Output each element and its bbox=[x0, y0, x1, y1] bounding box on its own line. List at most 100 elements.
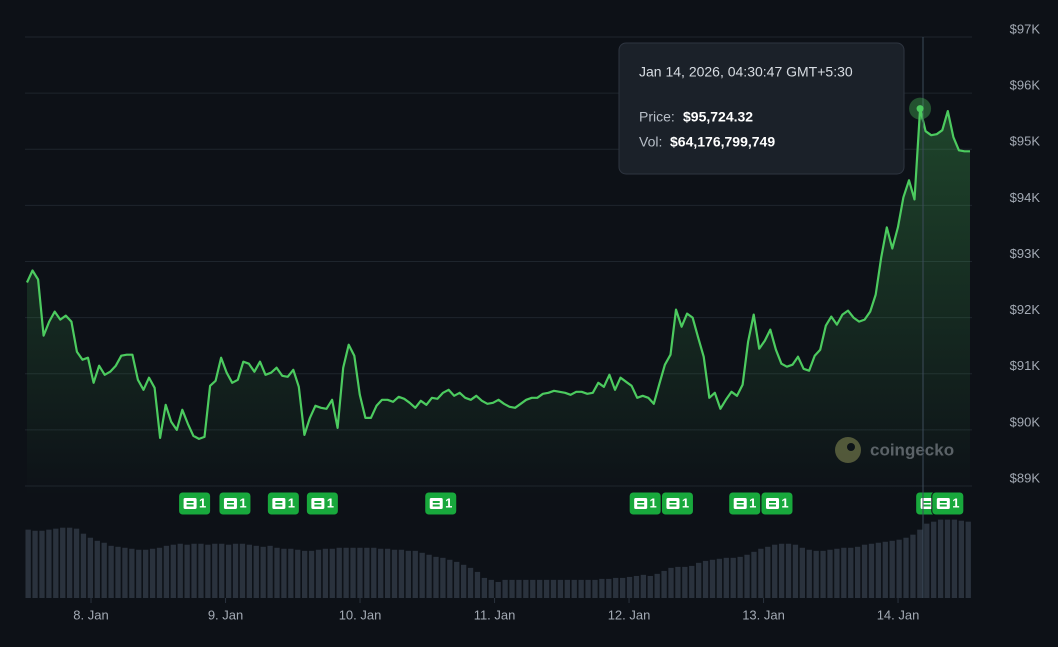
news-badge: 1 bbox=[266, 491, 300, 516]
volume-bar bbox=[578, 579, 584, 598]
volume-bar bbox=[723, 557, 729, 598]
watermark-eye bbox=[847, 443, 855, 451]
y-tick-label: $89K bbox=[1010, 470, 1041, 485]
volume-bar bbox=[46, 529, 52, 598]
volume-bar bbox=[454, 561, 460, 598]
volume-bar bbox=[654, 573, 660, 598]
volume-bar bbox=[343, 547, 349, 598]
news-count: 1 bbox=[288, 495, 295, 510]
news-icon bbox=[634, 498, 648, 509]
volume-bar bbox=[661, 570, 667, 598]
news-icon-line bbox=[432, 501, 440, 503]
volume-bar bbox=[281, 548, 287, 598]
volume-bar bbox=[129, 548, 135, 598]
volume-bar bbox=[689, 565, 695, 598]
volume-bar bbox=[295, 549, 301, 598]
news-icon-line bbox=[637, 501, 645, 503]
volume-bar bbox=[447, 559, 453, 598]
volume-bar bbox=[613, 577, 619, 598]
volume-bar bbox=[958, 520, 964, 598]
news-icon-line bbox=[637, 504, 645, 507]
news-icon-line bbox=[186, 504, 194, 507]
price-line bbox=[26, 107, 970, 440]
volume-bar bbox=[861, 544, 868, 598]
volume-bar bbox=[87, 537, 94, 598]
news-icon bbox=[183, 498, 197, 509]
volume-bar bbox=[592, 579, 598, 598]
volume-bar bbox=[765, 546, 771, 598]
volume-bar bbox=[530, 579, 536, 598]
news-icon-line bbox=[669, 504, 677, 507]
news-badge: 1 bbox=[305, 491, 339, 516]
volume-bar bbox=[308, 550, 315, 598]
news-icon bbox=[272, 498, 286, 509]
volume-bar bbox=[384, 548, 391, 598]
volume-bar bbox=[730, 557, 736, 598]
volume-bar bbox=[378, 548, 384, 598]
y-tick-label: $95K bbox=[1010, 134, 1041, 149]
volume-bar bbox=[585, 579, 591, 598]
volume-bar bbox=[357, 547, 363, 598]
watermark-logo bbox=[835, 437, 861, 463]
volume-bar bbox=[889, 540, 895, 598]
news-icon-line bbox=[226, 501, 234, 503]
news-icon-line bbox=[275, 501, 283, 503]
volume-bar bbox=[391, 549, 398, 598]
y-tick-label: $96K bbox=[1010, 78, 1041, 93]
volume-bar bbox=[820, 550, 826, 598]
tooltip: Jan 14, 2026, 04:30:47 GMT+5:30 Price: $… bbox=[618, 42, 905, 175]
volume-bar bbox=[433, 556, 439, 598]
volume-bar bbox=[184, 544, 190, 598]
volume-bar bbox=[474, 571, 481, 598]
watermark-text: coingecko bbox=[870, 440, 954, 459]
volume-bar bbox=[267, 545, 273, 598]
news-icon bbox=[429, 498, 443, 509]
volume-bar bbox=[39, 530, 45, 598]
news-count: 1 bbox=[952, 495, 959, 510]
volume-bar bbox=[516, 579, 522, 598]
volume-bar bbox=[792, 544, 799, 598]
volume-bar bbox=[260, 546, 266, 598]
volume-bar bbox=[274, 547, 280, 598]
volume-bar bbox=[702, 560, 709, 598]
volume-bar bbox=[806, 549, 812, 598]
volume-bar bbox=[875, 542, 882, 598]
volume-bar bbox=[460, 564, 467, 598]
volume-bar bbox=[143, 549, 149, 598]
volume-bar bbox=[626, 576, 633, 598]
volume-bar bbox=[398, 549, 405, 598]
volume-bar bbox=[66, 527, 73, 598]
x-tick-label: 14. Jan bbox=[877, 607, 920, 622]
volume-bar bbox=[136, 549, 142, 598]
news-icon bbox=[311, 498, 325, 509]
volume-bar bbox=[232, 543, 239, 598]
x-tick-label: 12. Jan bbox=[608, 607, 651, 622]
volume-bar bbox=[101, 542, 107, 598]
volume-bar bbox=[467, 567, 474, 598]
volume-bar bbox=[716, 558, 723, 598]
news-badge: 1 bbox=[178, 491, 212, 516]
volume-bar bbox=[924, 523, 930, 598]
volume-bar bbox=[239, 543, 246, 598]
volume-bar bbox=[288, 548, 294, 598]
volume-bar bbox=[53, 528, 59, 598]
volume-bar bbox=[737, 556, 743, 598]
volume-bar bbox=[253, 545, 259, 598]
volume-bar bbox=[73, 528, 80, 598]
news-icon-line bbox=[432, 504, 440, 507]
volume-bar bbox=[896, 539, 902, 598]
volume-bar bbox=[910, 534, 916, 598]
volume-bar bbox=[177, 543, 183, 598]
news-badge: 1 bbox=[760, 491, 794, 516]
volume-bar bbox=[426, 554, 432, 598]
news-count: 1 bbox=[327, 495, 334, 510]
watermark: coingecko bbox=[835, 437, 954, 463]
volume-bar bbox=[523, 579, 529, 598]
volume-bar bbox=[931, 521, 937, 598]
volume-bar bbox=[198, 543, 204, 598]
volume-bar bbox=[709, 559, 716, 598]
news-icon bbox=[765, 498, 779, 509]
news-count: 1 bbox=[239, 495, 246, 510]
news-icon-line bbox=[314, 504, 322, 507]
volume-bar bbox=[191, 543, 197, 598]
